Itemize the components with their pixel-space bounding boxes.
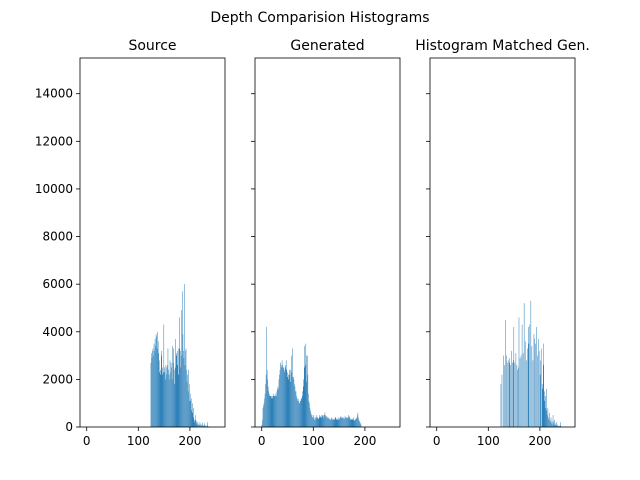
x-tick-label: 200 bbox=[528, 434, 551, 448]
y-tick-label: 6000 bbox=[42, 277, 73, 291]
x-tick-label: 100 bbox=[127, 434, 150, 448]
x-tick-label: 0 bbox=[433, 434, 441, 448]
x-tick-label: 200 bbox=[178, 434, 201, 448]
chart-panel-source: Source 0 100 200 0 2000 4000 6000 8000 10000 120… bbox=[35, 38, 226, 448]
histogram-bars bbox=[261, 327, 362, 427]
x-axis-ticks: 0 100 200 bbox=[83, 427, 201, 448]
chart-panel-histogram-matched: Histogram Matched Gen. 0 100 200 bbox=[415, 38, 590, 448]
chart-panel-generated: Generated 0 100 200 bbox=[251, 38, 401, 448]
histogram-bars bbox=[150, 284, 209, 427]
y-tick-label: 8000 bbox=[42, 230, 73, 244]
y-axis-ticks: 0 2000 4000 6000 8000 10000 12000 14000 bbox=[35, 87, 80, 434]
axes-frame bbox=[429, 57, 576, 428]
x-tick-label: 0 bbox=[83, 434, 91, 448]
axes-frame bbox=[254, 57, 401, 428]
histogram-bars bbox=[500, 300, 562, 427]
y-tick-label: 12000 bbox=[35, 134, 73, 148]
x-tick-label: 0 bbox=[258, 434, 266, 448]
chart-title: Generated bbox=[290, 38, 364, 54]
figure-title: Depth Comparision Histograms bbox=[210, 10, 429, 26]
chart-title: Source bbox=[128, 38, 176, 54]
x-tick-label: 200 bbox=[353, 434, 376, 448]
x-axis-ticks: 0 100 200 bbox=[258, 427, 376, 448]
axes-frame bbox=[79, 57, 226, 428]
y-axis-ticks bbox=[426, 93, 430, 428]
x-tick-label: 100 bbox=[477, 434, 500, 448]
y-tick-label: 10000 bbox=[35, 182, 73, 196]
x-axis-ticks: 0 100 200 bbox=[433, 427, 551, 448]
y-axis-ticks bbox=[251, 93, 255, 428]
x-tick-label: 100 bbox=[302, 434, 325, 448]
y-tick-label: 4000 bbox=[42, 325, 73, 339]
y-tick-label: 14000 bbox=[35, 87, 73, 101]
chart-title: Histogram Matched Gen. bbox=[415, 38, 590, 54]
y-tick-label: 2000 bbox=[42, 372, 73, 386]
y-tick-label: 0 bbox=[65, 420, 73, 434]
